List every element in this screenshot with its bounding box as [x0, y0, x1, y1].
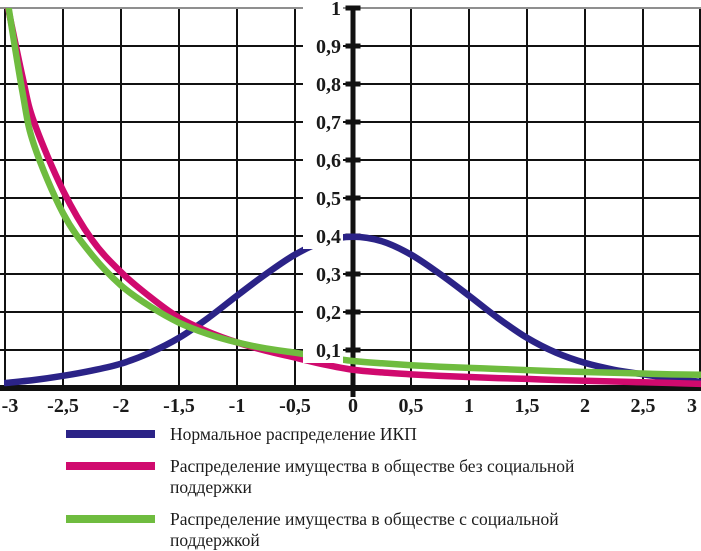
legend-label-wealth-with-support: Распределение имущества в обществе с соц… [170, 509, 559, 550]
svg-text:2: 2 [580, 395, 590, 417]
svg-text:1: 1 [331, 0, 341, 20]
svg-text:0,3: 0,3 [316, 264, 341, 286]
svg-text:0,2: 0,2 [316, 302, 341, 324]
svg-text:-1,5: -1,5 [163, 395, 195, 417]
svg-text:-2,5: -2,5 [47, 395, 79, 417]
svg-text:1,5: 1,5 [515, 395, 540, 417]
svg-text:0,1: 0,1 [316, 340, 341, 362]
legend-item-wealth-with-support: Распределение имущества в обществе с соц… [66, 509, 666, 551]
svg-text:0,6: 0,6 [316, 150, 341, 172]
legend-label-normal-distribution: Нормальное распределение ИКП [170, 424, 417, 444]
legend-swatch-green [66, 515, 155, 523]
svg-text:-2: -2 [113, 395, 130, 417]
plot-area: 0,1 0,2 0,3 0,4 0,5 0,6 0,7 0,8 0,9 1 -3 -2,5 -2 -1,5… [0, 0, 701, 417]
legend-label-wealth-without-support: Распределение имущества в обществе без с… [170, 456, 575, 497]
svg-text:0,5: 0,5 [316, 188, 341, 210]
svg-text:2,5: 2,5 [631, 395, 656, 417]
svg-text:-1: -1 [229, 395, 246, 417]
svg-text:1: 1 [464, 395, 474, 417]
chart-legend: Нормальное распределение ИКП Распределен… [66, 424, 666, 551]
svg-text:0: 0 [348, 395, 358, 417]
legend-item-wealth-without-support: Распределение имущества в обществе без с… [66, 456, 666, 498]
svg-text:0,8: 0,8 [316, 74, 341, 96]
svg-text:3: 3 [687, 395, 697, 417]
svg-text:0,7: 0,7 [316, 112, 341, 134]
svg-text:-3: -3 [2, 395, 19, 417]
svg-text:0,4: 0,4 [316, 226, 341, 248]
legend-swatch-magenta [66, 462, 155, 470]
svg-text:0,5: 0,5 [399, 395, 424, 417]
legend-item-normal-distribution: Нормальное распределение ИКП [66, 424, 666, 445]
legend-swatch-navy [66, 430, 155, 438]
svg-text:-0,5: -0,5 [279, 395, 311, 417]
svg-text:0,9: 0,9 [316, 36, 341, 58]
